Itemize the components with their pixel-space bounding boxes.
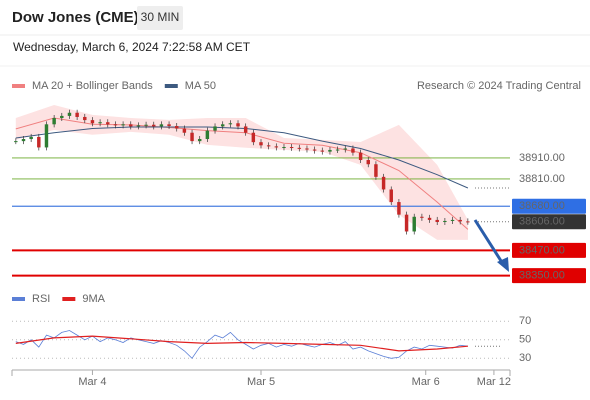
candle-body	[259, 142, 263, 146]
candle-body	[351, 148, 355, 153]
candle-body	[14, 141, 18, 143]
candle-body	[220, 124, 225, 127]
level-label: 38680.00	[519, 200, 565, 212]
candle-body	[404, 214, 409, 232]
rsi-tick-label: 50	[519, 334, 531, 346]
rsi-ma-line	[15, 335, 468, 352]
candle-body	[29, 136, 33, 140]
candle-body	[228, 123, 233, 125]
timeframe[interactable]: 30 MIN	[141, 10, 180, 24]
x-tick-label: Mar 12	[477, 376, 511, 388]
candle-body	[266, 145, 271, 147]
candle-body	[243, 126, 248, 133]
candle-body	[427, 217, 432, 220]
candle-body	[83, 116, 87, 121]
source: Research © 2024 Trading Central	[417, 80, 581, 92]
x-tick-label: Mar 5	[247, 376, 275, 388]
x-tick-label: Mar 6	[412, 376, 440, 388]
candle-body	[60, 115, 64, 119]
level-label: 38910.00	[519, 152, 565, 164]
candle-body	[37, 136, 41, 148]
level-label-bg	[512, 198, 586, 214]
candle-body	[443, 220, 447, 223]
candle-body	[213, 126, 217, 131]
candle-body	[167, 124, 171, 126]
candle-body	[289, 147, 294, 149]
candle-body	[90, 120, 95, 124]
candle-body	[412, 216, 416, 232]
rsi-tick-label: 70	[519, 315, 531, 327]
timestamp: Wednesday, March 6, 2024 7:22:58 AM CET	[13, 40, 251, 54]
rsi-tick-label: 30	[519, 352, 531, 364]
candle-body	[435, 219, 439, 223]
candle-body	[174, 125, 179, 129]
candle-body	[113, 124, 118, 126]
chart-title: Dow Jones (CME)	[12, 9, 139, 26]
legend-swatch	[12, 84, 25, 88]
legend-label: MA 50	[185, 80, 216, 92]
candle-body	[282, 147, 286, 149]
legend-swatch	[12, 297, 25, 301]
candle-body	[466, 221, 470, 223]
candle-body	[328, 149, 332, 152]
candle-body	[21, 139, 26, 142]
x-tick-label: Mar 4	[78, 376, 106, 388]
candle-body	[98, 122, 102, 124]
candle-body	[420, 216, 424, 218]
candle-body	[75, 112, 79, 117]
candle-body	[335, 149, 340, 151]
candle-body	[67, 112, 72, 116]
legend-swatch	[164, 84, 178, 88]
level-label: 38350.00	[519, 270, 565, 282]
forecast-arrow	[473, 219, 505, 265]
candle-body	[121, 124, 125, 126]
candle-body	[152, 124, 156, 127]
candle-body	[52, 118, 56, 125]
candle-body	[144, 124, 148, 126]
candle-body	[297, 147, 302, 149]
candle-body	[397, 202, 401, 215]
candle-body	[458, 219, 462, 222]
legend-label: MA 20 + Bollinger Bands	[32, 80, 153, 92]
level-label-bg	[512, 214, 586, 230]
legend-label: 9MA	[82, 293, 105, 305]
candle-body	[374, 164, 378, 177]
level-label: 38810.00	[519, 173, 565, 185]
candle-body	[389, 189, 393, 203]
level-label-bg	[512, 268, 586, 284]
level-label: 38470.00	[519, 244, 565, 256]
candle-body	[106, 122, 110, 125]
candle-body	[343, 148, 348, 150]
candle-body	[136, 125, 141, 127]
candle-body	[366, 160, 370, 165]
candle-body	[197, 139, 202, 142]
candle-body	[236, 123, 240, 127]
candle-body	[305, 148, 309, 150]
level-label: 38606.00	[519, 216, 565, 228]
legend-swatch	[62, 297, 76, 301]
candle-body	[358, 152, 363, 161]
level-label-bg	[512, 242, 586, 258]
candle-body	[381, 176, 386, 190]
candle-body	[129, 124, 133, 127]
candle-body	[274, 146, 279, 148]
candle-body	[450, 219, 455, 221]
timeframe-badge[interactable]	[137, 6, 183, 30]
candle-body	[205, 130, 210, 140]
candle-body	[312, 149, 317, 151]
candle-body	[251, 132, 256, 143]
candle-body	[190, 132, 194, 142]
legend-label: RSI	[32, 293, 50, 305]
candle-body	[159, 124, 164, 127]
candle-body	[182, 128, 187, 133]
candle-body	[320, 150, 325, 152]
candle-body	[44, 124, 49, 148]
forecast-arrow-head	[497, 257, 509, 272]
